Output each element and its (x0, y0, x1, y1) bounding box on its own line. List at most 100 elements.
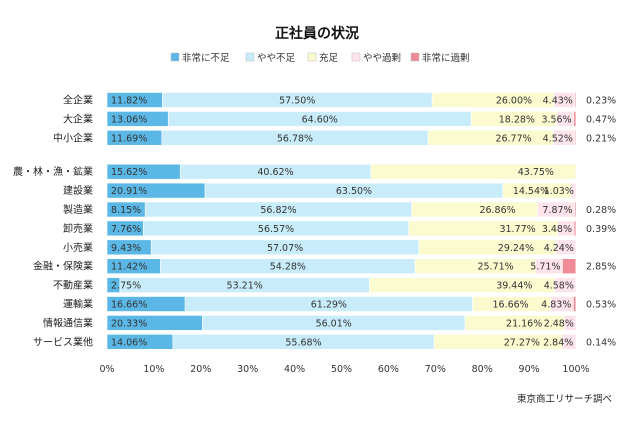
value-label: 31.77% (499, 224, 535, 235)
value-label: 0.21% (586, 133, 616, 144)
value-label: 0.23% (586, 96, 616, 107)
value-label: 63.50% (336, 186, 372, 197)
category-label: 小売業 (63, 241, 93, 254)
value-label: 8.15% (111, 205, 141, 216)
value-label: 18.28% (499, 114, 535, 125)
value-label: 26.00% (496, 96, 532, 107)
x-tick-label: 90% (519, 364, 540, 375)
category-label: 製造業 (63, 203, 93, 216)
bar-segment (562, 258, 577, 275)
category-label: 情報通信業 (43, 316, 93, 329)
source-note: 東京商工リサーチ調べ (517, 393, 612, 405)
x-tick-label: 50% (331, 364, 352, 375)
value-label: 43.75% (518, 167, 554, 178)
value-label: 16.66% (492, 300, 528, 311)
value-label: 0.47% (586, 114, 616, 125)
bar-segment (427, 130, 554, 146)
value-label: 7.76% (111, 224, 141, 235)
value-label: 56.01% (316, 318, 352, 329)
bar-segment (370, 163, 577, 180)
value-label: 16.66% (111, 300, 147, 311)
category-label: 金融・保険業 (33, 260, 93, 273)
category-label: 不動産業 (53, 279, 93, 292)
bars (106, 92, 577, 350)
value-label: 39.44% (496, 281, 532, 292)
value-label: 26.77% (495, 133, 531, 144)
value-label: 54.28% (270, 262, 306, 273)
x-tick-label: 0% (99, 364, 114, 375)
bar-segment (554, 277, 577, 293)
bar-segment (414, 258, 537, 275)
x-tick-label: 100% (562, 364, 589, 375)
value-label: 9.43% (111, 243, 141, 254)
category-label: サービス業他 (33, 335, 93, 348)
legend-label: 非常に過剰 (422, 52, 470, 64)
category-label: 大企業 (63, 112, 93, 125)
x-tick-label: 40% (284, 364, 305, 375)
value-label: 64.60% (302, 114, 338, 125)
bar-segment (418, 239, 557, 256)
value-label: 0.28% (586, 205, 616, 216)
category-labels: 全企業大企業中小企業農・林・漁・鉱業建設業製造業卸売業小売業金融・保険業不動産業… (13, 94, 93, 349)
category-label: 中小企業 (53, 131, 93, 144)
category-label: 農・林・漁・鉱業 (13, 165, 93, 178)
value-label: 40.62% (257, 167, 293, 178)
value-label: 11.82% (111, 96, 147, 107)
x-tick-label: 70% (425, 364, 446, 375)
value-label: 57.50% (279, 96, 315, 107)
x-tick-label: 20% (190, 364, 211, 375)
value-label: 1.03% (544, 186, 574, 197)
bar-segment (574, 201, 577, 218)
value-label: 13.06% (111, 114, 147, 125)
value-label: 7.87% (542, 205, 572, 216)
legend-swatch (410, 52, 420, 62)
value-label: 3.48% (542, 224, 572, 235)
legend-label: 充足 (319, 52, 339, 64)
value-label: 2.84% (543, 337, 573, 348)
bar-segment (573, 111, 577, 127)
legend-swatch (351, 52, 361, 62)
chart-title: 正社員の状況 (275, 25, 359, 42)
legend-swatch (170, 52, 180, 62)
legend: 非常に不足 やや不足 充足 やや過剰 非常に過剰 (170, 52, 470, 64)
bar-segment (563, 315, 577, 331)
value-label: 20.91% (111, 186, 147, 197)
value-label: 11.42% (111, 262, 147, 273)
value-label: 0.53% (586, 300, 616, 311)
value-label: 4.24% (544, 243, 574, 254)
value-label: 2.75% (111, 281, 141, 292)
value-label: 11.69% (111, 133, 147, 144)
value-label: 29.24% (498, 243, 534, 254)
x-tick-label: 30% (237, 364, 258, 375)
value-label: 4.58% (544, 281, 574, 292)
value-label: 61.29% (311, 300, 347, 311)
category-label: 卸売業 (63, 222, 93, 235)
value-label: 0.14% (586, 337, 616, 348)
category-label: 全企業 (63, 94, 93, 107)
value-label: 20.33% (111, 318, 147, 329)
category-label: 運輸業 (63, 298, 93, 311)
bar-segment (573, 220, 577, 237)
value-label: 56.78% (277, 133, 313, 144)
value-label: 4.43% (543, 96, 573, 107)
value-label: 21.16% (506, 318, 542, 329)
legend-swatch (245, 52, 255, 62)
value-label: 56.57% (258, 224, 294, 235)
value-label: 14.06% (111, 337, 147, 348)
legend-label: やや過剰 (363, 52, 401, 64)
x-axis: 0% 10% 20% 30% 40% 50% 60% 70% 80% 90% 100% (99, 364, 589, 375)
value-labels: 11.82% 57.50% 26.00% 4.43% 0.23% 13.06% 64.60%… (111, 96, 616, 349)
bar-segment (573, 296, 577, 312)
value-label: 55.68% (285, 337, 321, 348)
bar-segment (555, 239, 577, 256)
value-label: 5.71% (530, 262, 560, 273)
bar-segment (574, 92, 577, 108)
x-tick-label: 60% (378, 364, 399, 375)
value-label: 26.86% (479, 205, 515, 216)
value-label: 27.27% (504, 337, 540, 348)
bar-segment (431, 92, 555, 108)
value-label: 15.62% (111, 167, 147, 178)
legend-label: やや不足 (257, 53, 296, 64)
value-label: 14.54% (513, 186, 549, 197)
